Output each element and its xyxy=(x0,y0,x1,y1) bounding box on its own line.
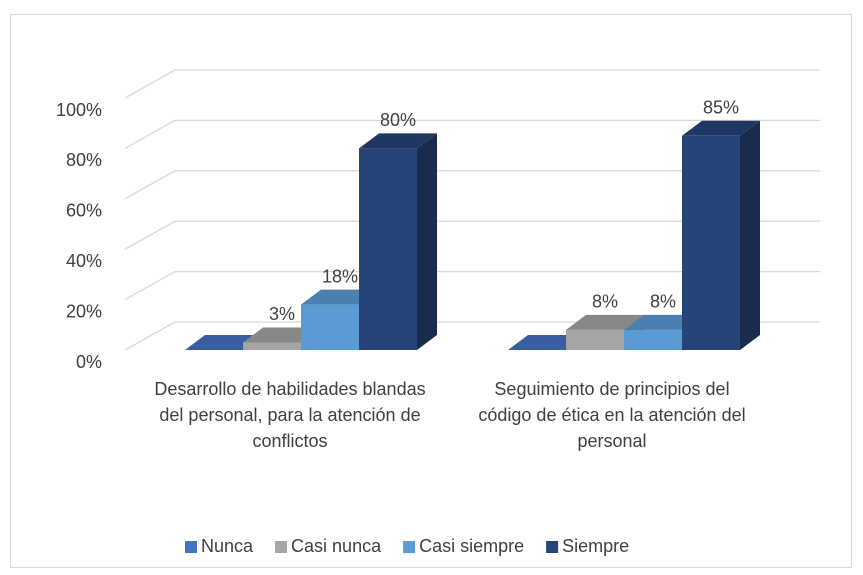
bar-top xyxy=(359,133,437,149)
legend-swatch xyxy=(275,541,288,553)
value-label: 3% xyxy=(269,304,295,324)
bar-front xyxy=(624,329,682,350)
bar-front xyxy=(682,135,740,350)
bar-side xyxy=(740,120,760,350)
y-tick-label: 100% xyxy=(56,100,102,120)
legend-label: Casi nunca xyxy=(291,536,382,556)
bar-front xyxy=(359,148,417,350)
bar-front xyxy=(243,342,301,350)
value-label: 80% xyxy=(380,110,416,130)
y-tick-label: 0% xyxy=(76,352,102,372)
legend-swatch xyxy=(185,541,197,553)
bar-front xyxy=(566,329,624,350)
value-label: 8% xyxy=(650,292,676,312)
grid-line xyxy=(124,270,820,301)
bar xyxy=(359,133,437,350)
bar-side xyxy=(417,133,437,350)
bar-top xyxy=(682,120,760,136)
x-tick-label: Desarrollo de habilidades blandas del pe… xyxy=(154,379,426,451)
grid-line xyxy=(124,119,820,149)
y-tick-label: 20% xyxy=(66,301,102,321)
bar xyxy=(682,120,760,350)
bar-top xyxy=(566,314,644,330)
value-label: 8% xyxy=(592,292,618,312)
legend-swatch xyxy=(546,541,559,553)
y-tick-label: 80% xyxy=(66,150,102,170)
legend-label: Nunca xyxy=(201,536,254,556)
y-tick-label: 40% xyxy=(66,251,102,271)
legend-swatch xyxy=(403,541,416,553)
value-label: 18% xyxy=(322,266,358,286)
chart-frame xyxy=(10,14,852,568)
legend-label: Siempre xyxy=(562,536,629,556)
value-label: 85% xyxy=(703,98,739,118)
bar-front xyxy=(301,304,359,350)
grid-line xyxy=(124,220,820,250)
legend-label: Casi siempre xyxy=(419,536,524,556)
grid-line xyxy=(124,170,820,200)
y-tick-label: 60% xyxy=(66,201,102,221)
grid-line xyxy=(124,69,820,99)
x-tick-label: Seguimiento de principios del código de … xyxy=(478,379,746,451)
